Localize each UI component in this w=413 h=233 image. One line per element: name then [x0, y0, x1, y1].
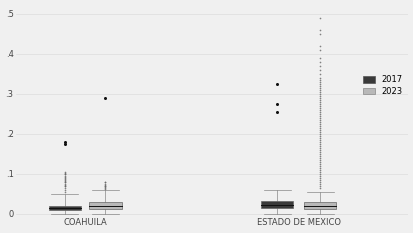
Bar — [261, 201, 293, 208]
Bar — [89, 202, 121, 209]
Bar — [304, 202, 336, 209]
Legend: 2017, 2023: 2017, 2023 — [361, 73, 404, 98]
Bar — [48, 206, 81, 210]
